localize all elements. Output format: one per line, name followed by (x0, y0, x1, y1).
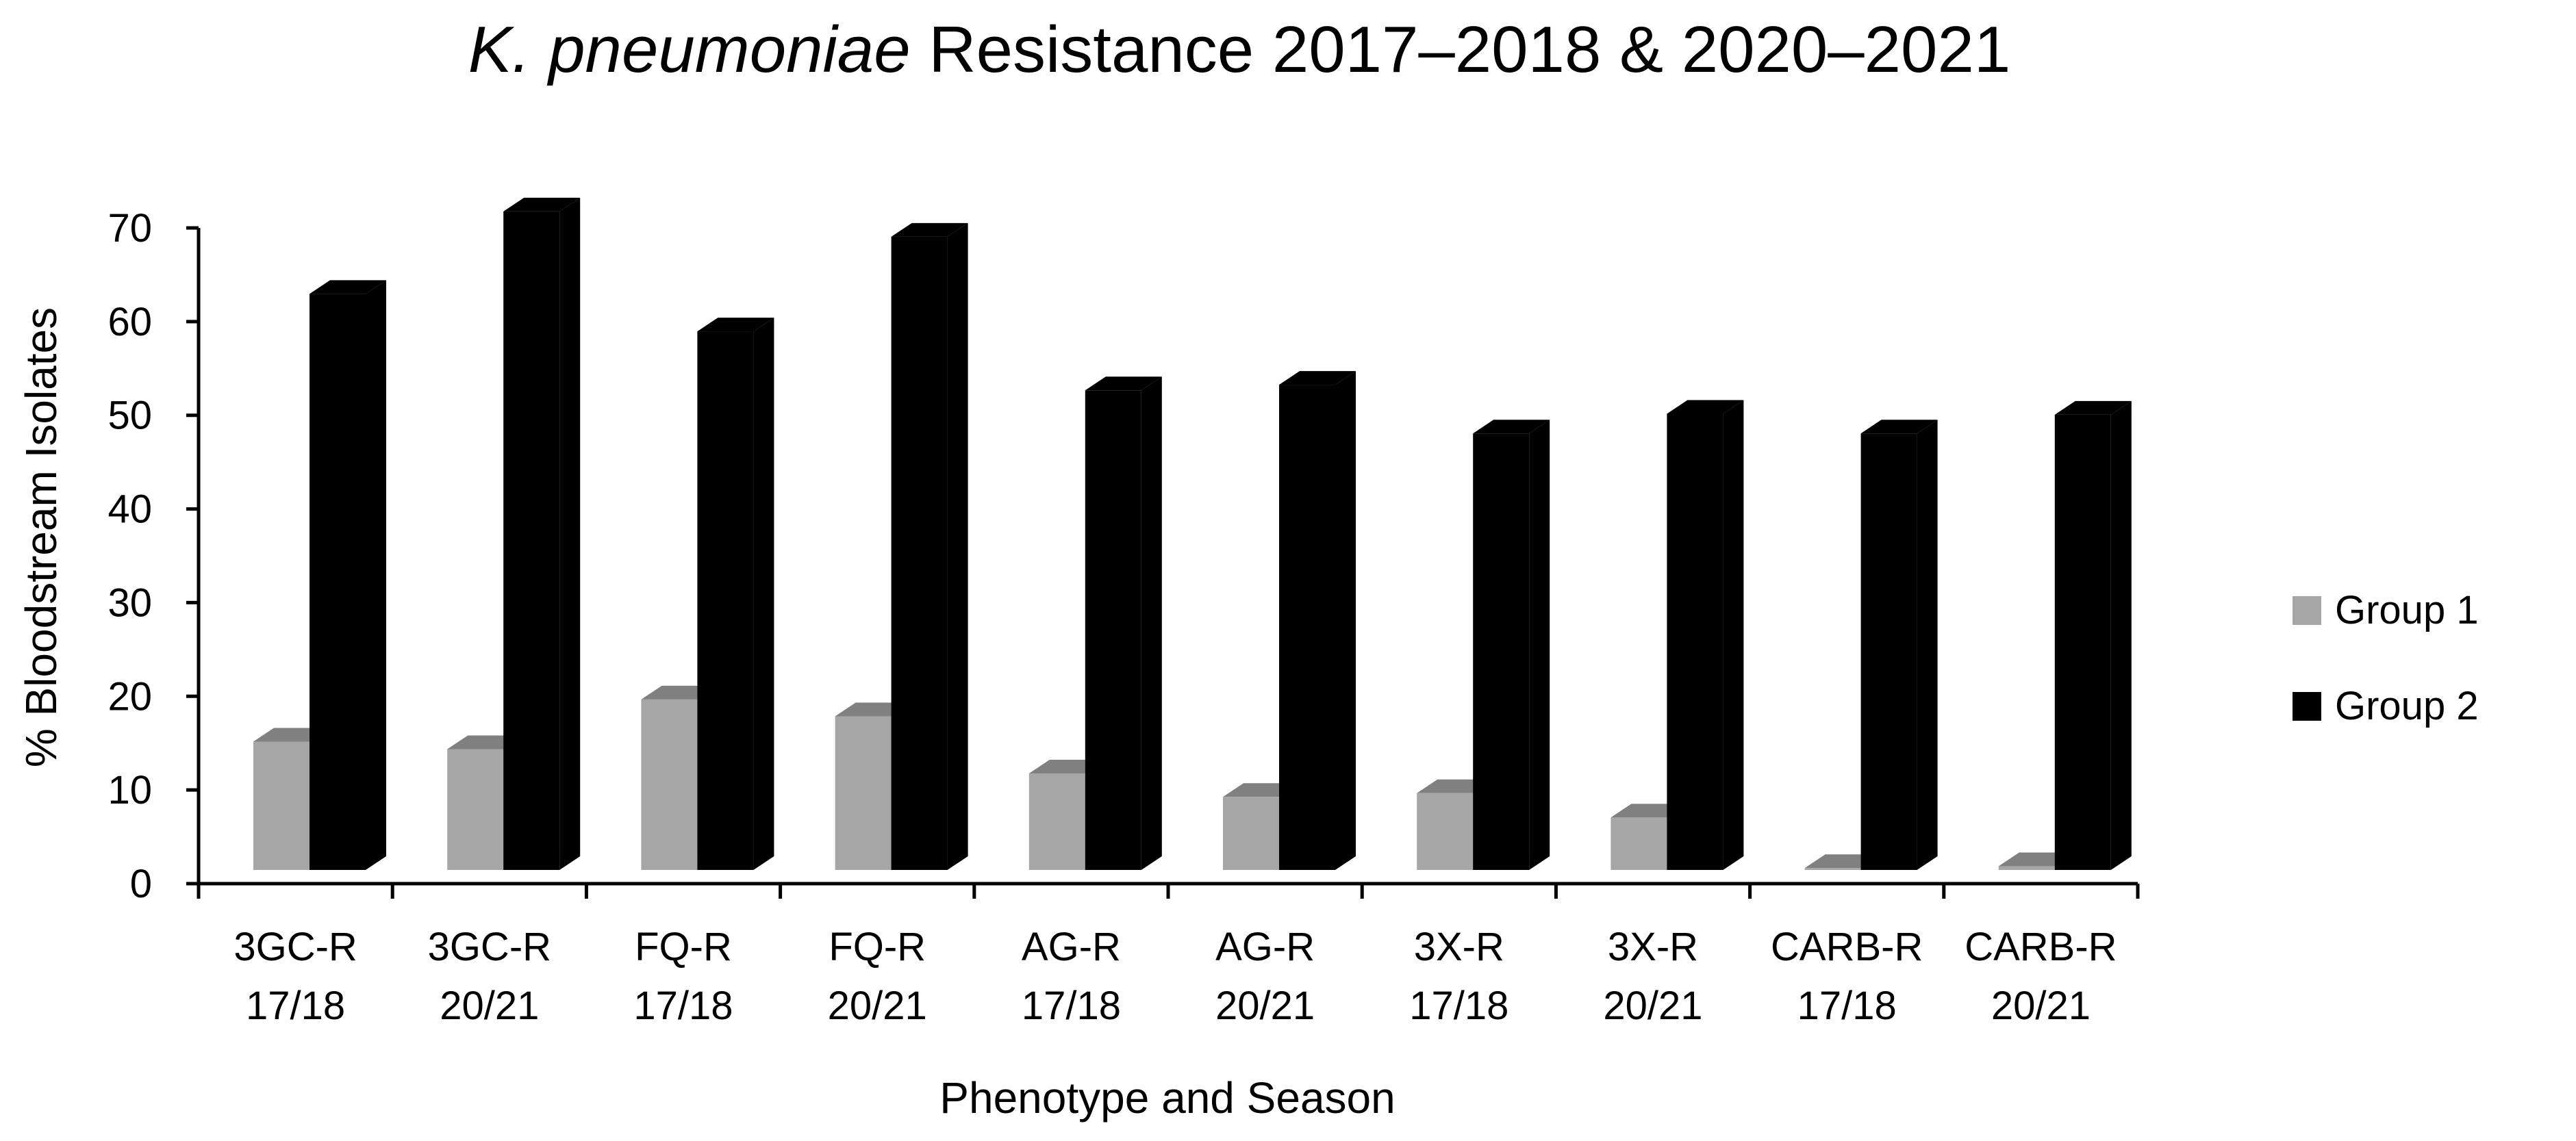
x-tick-label: CARB-R 17/18 (1771, 925, 1923, 1028)
bar-group-2 (310, 280, 386, 870)
bar-group-2 (503, 197, 581, 870)
bar-side (1723, 400, 1744, 870)
bar-side (559, 197, 581, 870)
legend-swatch (2293, 692, 2321, 721)
bar-front (253, 741, 310, 870)
bar-top (2054, 400, 2132, 415)
bar-group-2 (1085, 376, 1162, 870)
y-tick-label: 10 (108, 768, 152, 812)
bar-group-2 (2054, 400, 2132, 870)
y-tick-label: 50 (108, 394, 152, 438)
chart-title-rest: Resistance 2017–2018 & 2020–2021 (911, 13, 2011, 86)
bar-front (2054, 414, 2111, 870)
bar-group-2 (891, 222, 968, 870)
x-tick-label: 3X-R 20/21 (1603, 925, 1702, 1028)
bar-front (697, 331, 754, 871)
x-tick-label: 3GC-R 17/18 (233, 925, 357, 1028)
bar-front (1473, 433, 1530, 870)
bar-top (891, 222, 968, 237)
bar-side (1335, 371, 1356, 870)
bar-group-2 (1279, 371, 1356, 870)
bar-top (1085, 376, 1162, 391)
bar-front (1998, 866, 2055, 870)
bar-front (1804, 868, 1861, 870)
bar-top (697, 318, 774, 332)
bars (253, 197, 2132, 871)
y-tick-label: 40 (108, 487, 152, 532)
chart-title: K. pneumoniae Resistance 2017–2018 & 202… (468, 13, 2010, 86)
legend-label: Group 1 (2335, 588, 2479, 632)
bar-front (310, 294, 366, 870)
bar-front (641, 699, 698, 870)
bar-top (1860, 420, 1938, 434)
y-tick-label: 60 (108, 300, 152, 344)
bar-group-2 (1473, 420, 1550, 870)
bar-side (753, 318, 774, 871)
bar-front (1611, 817, 1667, 870)
bar-top (503, 197, 581, 211)
bar-front (1667, 413, 1723, 870)
y-axis: 0 10 20 30 40 50 60 70 (108, 206, 201, 906)
bar-side (1529, 420, 1550, 870)
bar-top (1473, 420, 1550, 434)
chart-title-italic: K. pneumoniae (468, 13, 911, 86)
bar-front (835, 716, 892, 870)
x-tick-label: AG-R 17/18 (1022, 925, 1121, 1028)
bar-group-2 (1667, 400, 1744, 870)
bar-front (1279, 385, 1335, 870)
bar-top (1279, 371, 1356, 385)
x-axis: 3GC-R 17/18 3GC-R 20/21 FQ-R 17/18 FQ-R 20/21 AG… (197, 882, 2140, 1028)
bar-side (1141, 376, 1162, 870)
x-tick-label: FQ-R 17/18 (633, 925, 733, 1028)
bar-side (366, 280, 386, 870)
bar-front (1085, 390, 1141, 870)
y-tick-label: 0 (130, 862, 152, 906)
bar-front (891, 236, 948, 870)
bar-group-2 (697, 318, 774, 871)
bar-side (1917, 420, 1938, 870)
legend-label: Group 2 (2335, 684, 2479, 728)
bar-front (1860, 433, 1917, 870)
legend: Group 1 Group 2 (2293, 588, 2479, 728)
bar-top (310, 280, 386, 294)
x-tick-label: 3GC-R 20/21 (428, 925, 551, 1028)
x-tick-label: CARB-R 20/21 (1965, 925, 2117, 1028)
bar-front (1417, 793, 1474, 870)
bar-group-2 (1860, 420, 1938, 870)
bar-side (2110, 400, 2132, 870)
bar-front (1223, 797, 1279, 870)
y-tick-label: 30 (108, 580, 152, 625)
bar-front (503, 211, 560, 870)
y-tick-label: 70 (108, 206, 152, 251)
x-tick-label: AG-R 20/21 (1215, 925, 1315, 1028)
x-tick-label: 3X-R 17/18 (1409, 925, 1508, 1028)
bar-top (1667, 400, 1744, 414)
bar-front (447, 749, 504, 870)
x-tick-label: FQ-R 20/21 (828, 925, 927, 1028)
bar-side (947, 222, 968, 870)
y-tick-label: 20 (108, 674, 152, 719)
x-axis-label: Phenotype and Season (939, 1073, 1395, 1123)
y-axis-label: % Bloodstream Isolates (16, 307, 66, 767)
bar-front (1028, 773, 1085, 870)
legend-swatch (2293, 596, 2321, 625)
